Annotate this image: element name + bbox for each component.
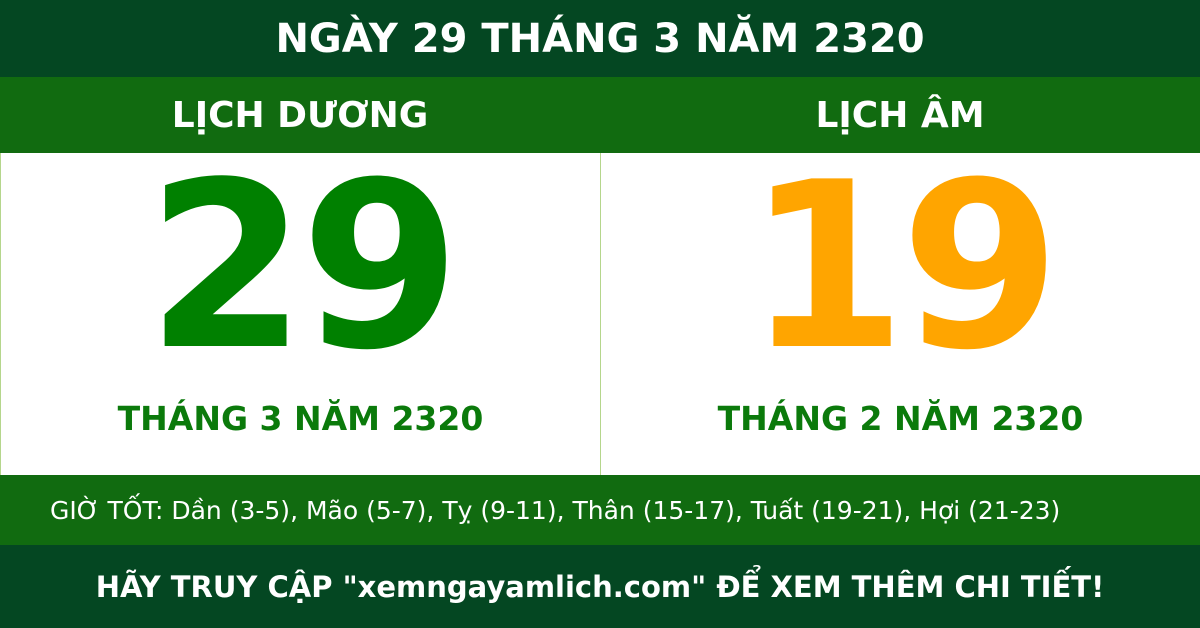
calendar-body: 29 THÁNG 3 NĂM 2320 19 THÁNG 2 NĂM 2320 [0,153,1200,475]
lunar-column: 19 THÁNG 2 NĂM 2320 [600,153,1200,475]
lunar-heading: LỊCH ÂM [815,94,985,136]
page-title: NGÀY 29 THÁNG 3 NĂM 2320 [0,0,1200,77]
lunar-day: 19 [746,134,1060,401]
solar-column: 29 THÁNG 3 NĂM 2320 [0,153,600,475]
solar-day: 29 [146,134,460,401]
lunar-month-year: THÁNG 2 NĂM 2320 [717,399,1084,438]
calendar-headings: LỊCH DƯƠNG LỊCH ÂM [0,77,1200,153]
solar-heading: LỊCH DƯƠNG [171,94,429,136]
solar-month-year: THÁNG 3 NĂM 2320 [117,399,484,438]
good-hours: GIỜ TỐT: Dần (3-5), Mão (5-7), Tỵ (9-11)… [0,475,1200,545]
footer-cta: HÃY TRUY CẬP "xemngayamlich.com" ĐỂ XEM … [0,545,1200,628]
